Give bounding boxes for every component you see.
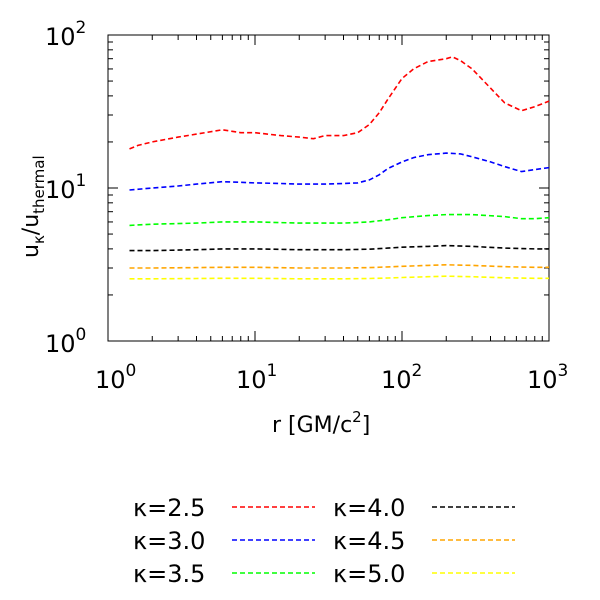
- legend: κ=2.5 κ=3.0 κ=3.5 κ=4.0 κ=4.5 κ=5.0: [133, 494, 515, 588]
- legend-label-kappa-3-5: κ=3.5: [133, 560, 205, 588]
- legend-label-kappa-3-0: κ=3.0: [133, 527, 205, 555]
- axis-ticks: [107, 34, 550, 342]
- y-tick-label-0: 100: [45, 325, 86, 358]
- y-tick-labels: 100 101 102: [45, 18, 86, 358]
- x-tick-label-0: 100: [95, 361, 136, 394]
- legend-label-kappa-4-5: κ=4.5: [333, 527, 405, 555]
- y-tick-label-1: 101: [45, 171, 86, 204]
- y-tick-label-2: 102: [45, 18, 86, 51]
- x-axis-label: r [GM/c2]: [272, 408, 370, 438]
- plot-frame: [107, 34, 550, 342]
- series-line-4-5: [129, 263, 549, 269]
- x-tick-label-2: 102: [381, 361, 422, 394]
- legend-label-kappa-2-5: κ=2.5: [133, 494, 205, 522]
- legend-label-kappa-4-0: κ=4.0: [333, 494, 405, 522]
- x-tick-label-1: 101: [236, 361, 277, 394]
- series-lines: [129, 55, 550, 280]
- x-tick-labels: 100 101 102 103: [95, 361, 568, 394]
- series-line-5-0: [129, 275, 549, 280]
- series-line-4-0: [129, 244, 549, 252]
- legend-label-kappa-5-0: κ=5.0: [333, 560, 405, 588]
- series-line-3-5: [129, 213, 550, 227]
- x-tick-label-3: 103: [527, 361, 568, 394]
- series-line-3-0: [129, 152, 550, 191]
- y-axis-label: uκ/uthermal: [19, 155, 48, 258]
- series-line-2-5: [129, 55, 550, 150]
